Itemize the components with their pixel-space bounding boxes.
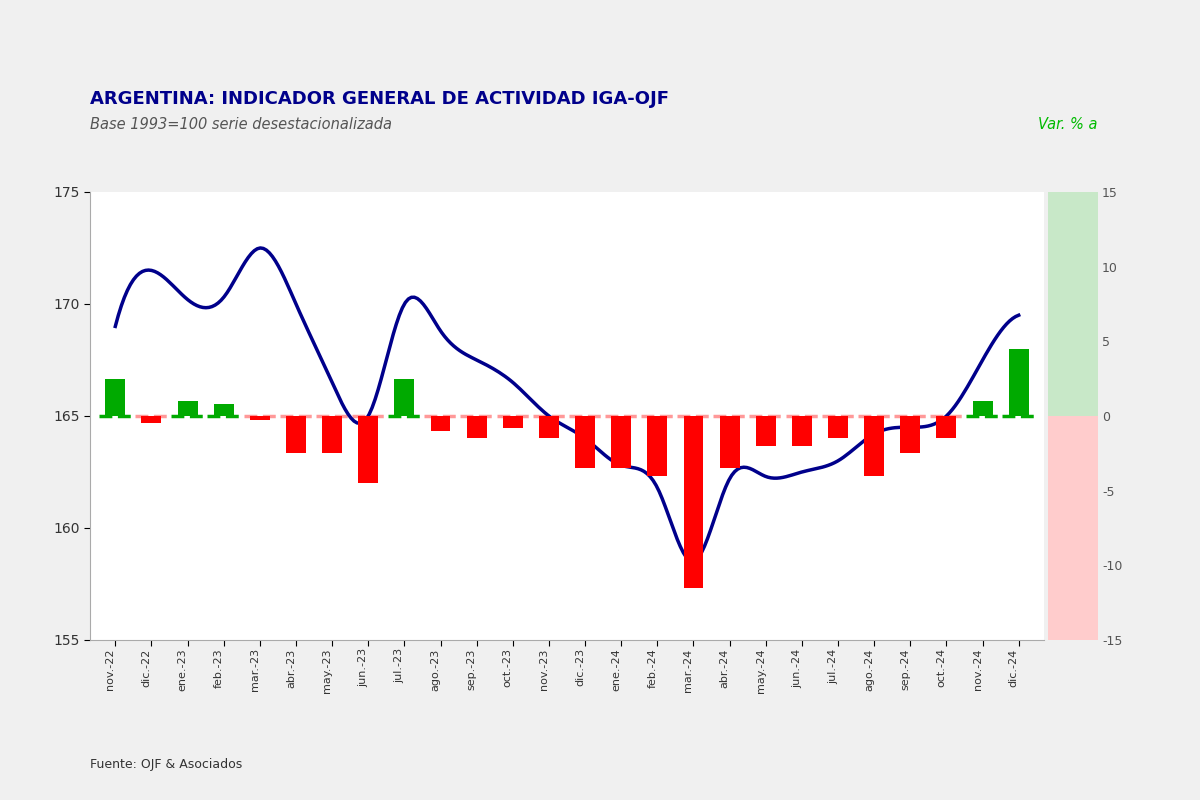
- Bar: [395, 378, 414, 416]
- Bar: [756, 416, 775, 446]
- Bar: [575, 416, 595, 468]
- Text: ARGENTINA: INDICADOR GENERAL DE ACTIVIDAD IGA-OJF: ARGENTINA: INDICADOR GENERAL DE ACTIVIDA…: [90, 90, 670, 108]
- Bar: [1009, 349, 1028, 416]
- Text: Fuente: OJF & Asociados: Fuente: OJF & Asociados: [90, 758, 242, 771]
- Bar: [611, 416, 631, 468]
- Bar: [864, 416, 884, 476]
- Bar: [359, 416, 378, 483]
- Text: Base 1993=100 serie desestacionalizada: Base 1993=100 serie desestacionalizada: [90, 117, 392, 132]
- Bar: [1048, 192, 1098, 416]
- Bar: [250, 416, 270, 421]
- Bar: [214, 404, 234, 416]
- Bar: [684, 416, 703, 588]
- Bar: [286, 416, 306, 454]
- Bar: [936, 416, 956, 438]
- Bar: [1048, 416, 1098, 640]
- Bar: [900, 416, 920, 454]
- Bar: [828, 416, 848, 438]
- Bar: [467, 416, 486, 438]
- Bar: [503, 416, 523, 428]
- Bar: [322, 416, 342, 454]
- Bar: [720, 416, 739, 468]
- Bar: [539, 416, 559, 438]
- Bar: [648, 416, 667, 476]
- Text: Var. % a: Var. % a: [1038, 117, 1098, 132]
- Bar: [431, 416, 450, 431]
- Bar: [178, 401, 198, 416]
- Bar: [792, 416, 812, 446]
- Bar: [973, 401, 992, 416]
- Bar: [106, 378, 125, 416]
- Bar: [142, 416, 161, 423]
